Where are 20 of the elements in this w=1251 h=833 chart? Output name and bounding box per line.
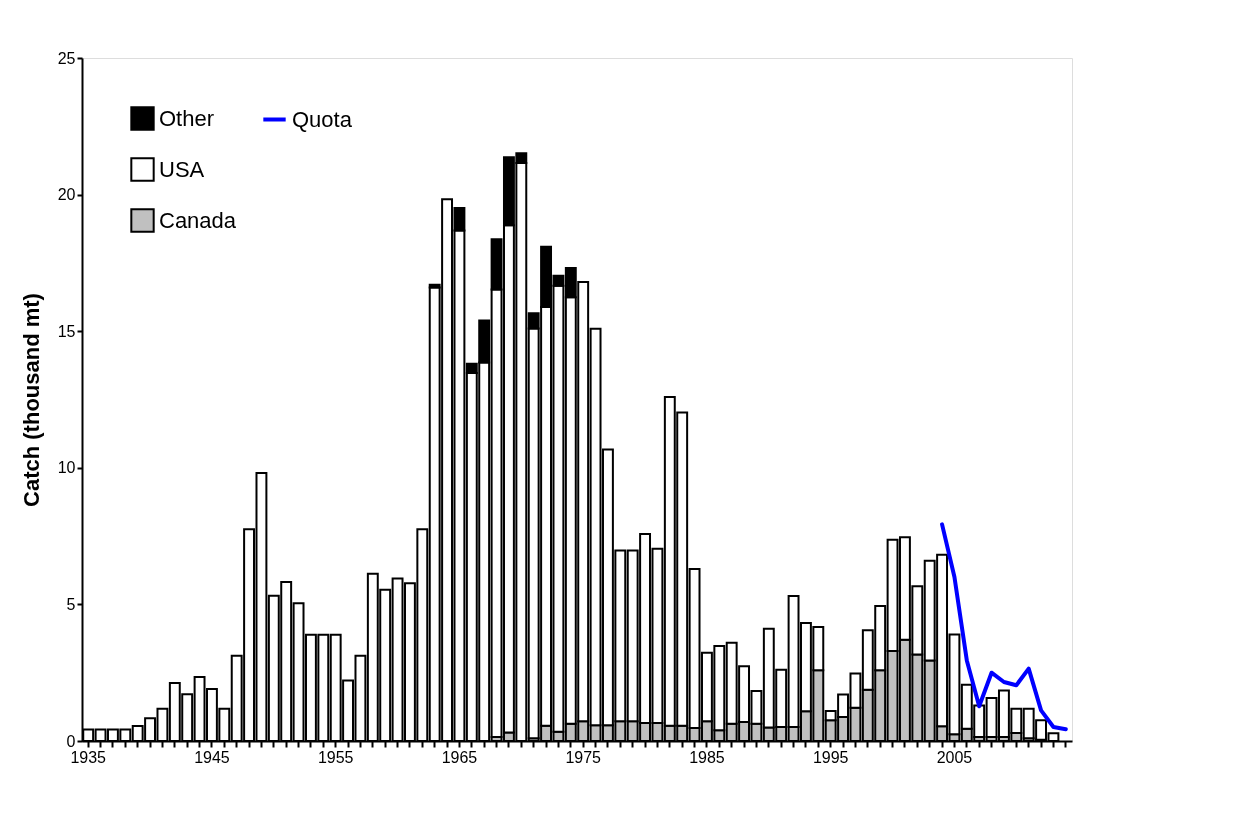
y-tick-label: 20 xyxy=(57,186,76,204)
y-tick-label: 5 xyxy=(66,595,76,613)
legend-label: Canada xyxy=(159,207,237,233)
y-tick-label: 25 xyxy=(57,49,76,67)
x-tick-label: 1985 xyxy=(689,748,725,766)
y-tick-label: 0 xyxy=(66,732,76,750)
legend-label: USA xyxy=(159,156,205,182)
legend-label: Quota xyxy=(292,106,353,132)
line-series xyxy=(940,522,1068,732)
x-tick-label: 1945 xyxy=(194,748,230,766)
x-tick-label: 2005 xyxy=(936,748,973,766)
x-tick-label: 1955 xyxy=(317,748,354,766)
x-tick-label: 1975 xyxy=(565,748,602,766)
y-axis-title: Catch (thousand mt) xyxy=(18,293,44,507)
legend-label: Other xyxy=(159,105,215,131)
y-tick-label: 10 xyxy=(57,459,76,477)
x-tick-label: 1995 xyxy=(812,748,849,766)
y-tick-label: 15 xyxy=(57,322,76,340)
x-tick-label: 1935 xyxy=(70,748,107,766)
x-tick-label: 1965 xyxy=(441,748,478,766)
